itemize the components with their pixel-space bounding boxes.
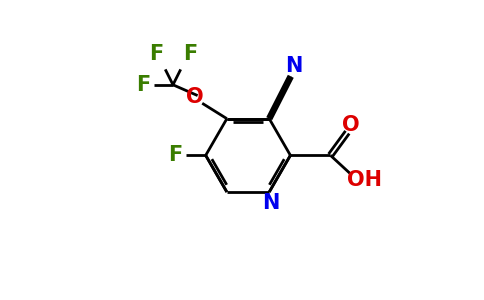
Text: N: N xyxy=(285,56,302,76)
Text: F: F xyxy=(149,44,163,64)
Text: F: F xyxy=(136,75,151,95)
Text: F: F xyxy=(168,145,182,165)
Text: O: O xyxy=(186,87,203,107)
Text: OH: OH xyxy=(347,170,382,190)
Text: F: F xyxy=(183,44,197,64)
Text: N: N xyxy=(262,193,279,213)
Text: O: O xyxy=(342,115,359,134)
